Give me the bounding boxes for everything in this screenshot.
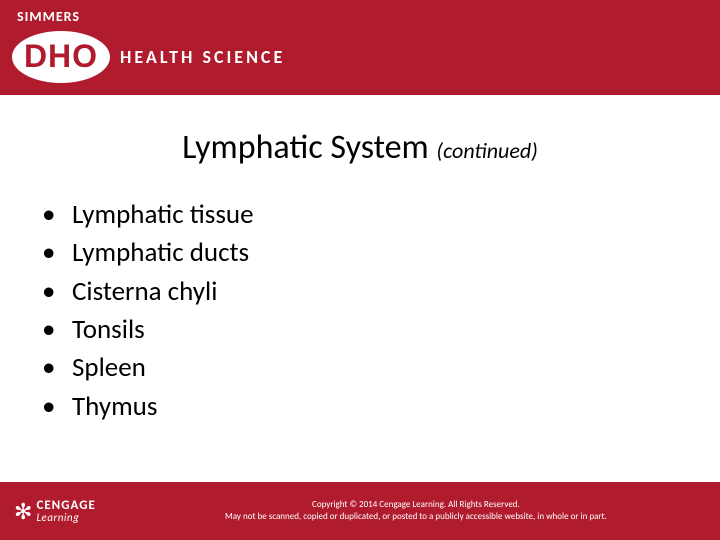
list-item: Thymus [38,388,690,426]
footer-bar: ✻ CENGAGE Learning Copyright © 2014 Ceng… [0,482,720,540]
cengage-text: CENGAGE Learning [36,499,95,523]
star-icon: ✻ [14,498,32,525]
list-item: Spleen [38,349,690,387]
brand-row: DHO HEALTH SCIENCE [12,31,285,83]
copyright-line: Copyright © 2014 Cengage Learning. All R… [126,499,706,511]
cengage-sub: Learning [36,512,95,523]
header-bar: SIMMERS DHO HEALTH SCIENCE [0,0,720,95]
slide-content: Lymphatic System (continued) Lymphatic t… [0,95,720,426]
list-item: Cisterna chyli [38,273,690,311]
page-title: Lymphatic System (continued) [30,127,690,168]
list-item: Lymphatic ducts [38,234,690,272]
copyright-line: May not be scanned, copied or duplicated… [126,511,706,523]
list-item: Lymphatic tissue [38,196,690,234]
title-continued: (continued) [436,137,537,164]
simmers-text: SIMMERS [17,8,80,25]
title-main: Lymphatic System [182,127,429,168]
health-science-label: HEALTH SCIENCE [120,46,285,68]
dho-badge: DHO [12,31,110,83]
cengage-logo: ✻ CENGAGE Learning [14,498,96,525]
list-item: Tonsils [38,311,690,349]
copyright-block: Copyright © 2014 Cengage Learning. All R… [96,499,706,523]
bullet-list: Lymphatic tissue Lymphatic ducts Cistern… [30,196,690,426]
